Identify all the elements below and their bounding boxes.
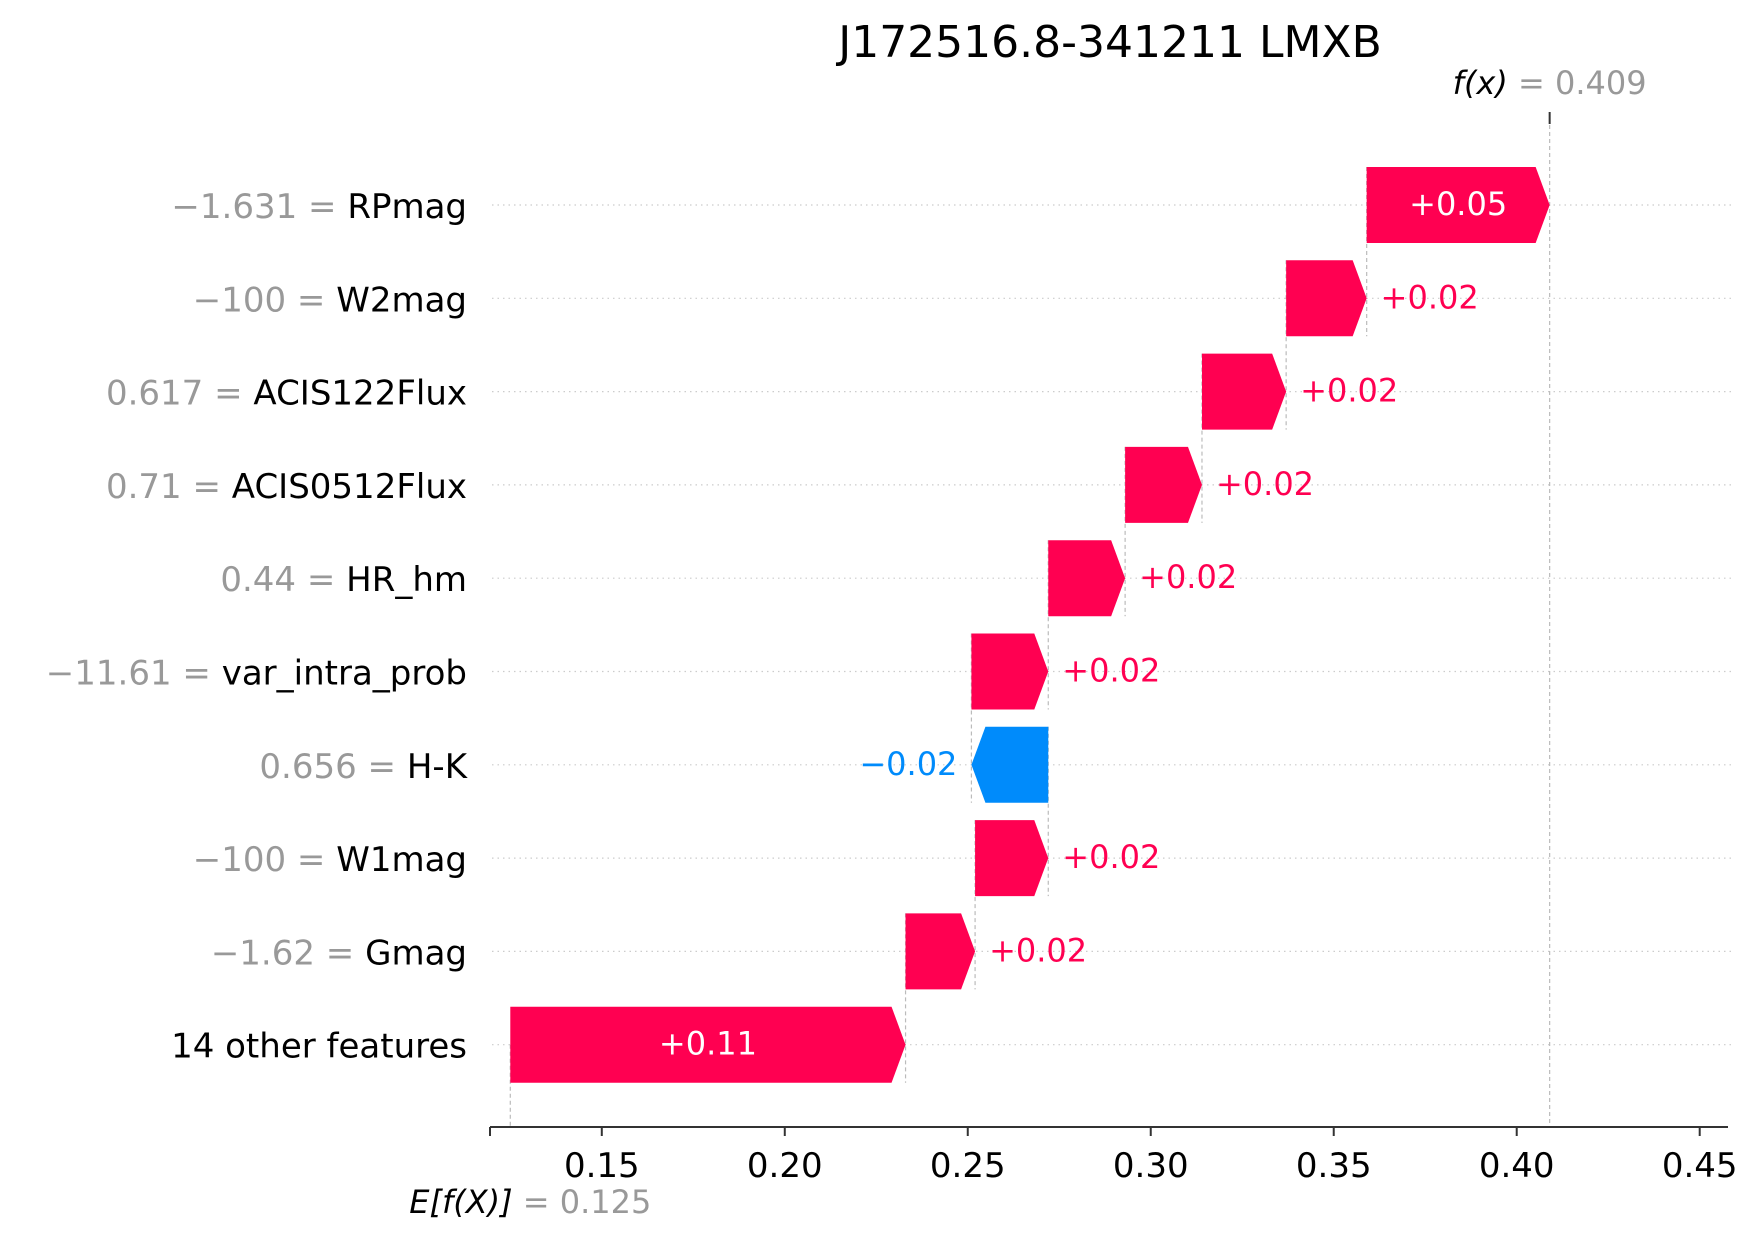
bar-14 other features bbox=[510, 1006, 906, 1083]
x-tick-label: 0.45 bbox=[1662, 1146, 1738, 1186]
bar-value-label: +0.11 bbox=[659, 1025, 757, 1063]
feature-label: 0.617 = ACIS122Flux bbox=[106, 373, 467, 413]
contribution-bars: +0.05 +0.02 +0.02 +0.02 +0.02 +0.02 −0.02 +0.02… bbox=[510, 167, 1550, 1083]
connector-lines bbox=[509, 112, 1551, 1127]
feature-label: −100 = W2mag bbox=[193, 280, 467, 320]
feature-label: −1.631 = RPmag bbox=[171, 187, 467, 227]
bar-value-label: −0.02 bbox=[859, 745, 957, 783]
feature-label: −1.62 = Gmag bbox=[211, 933, 467, 973]
bar-value-label: +0.02 bbox=[1381, 278, 1479, 316]
chart-title: J172516.8-341211 LMXB bbox=[835, 17, 1382, 68]
bar-value-label: +0.02 bbox=[1216, 465, 1314, 503]
bar-RPmag bbox=[1366, 167, 1550, 243]
bar-HR_hm bbox=[1048, 540, 1126, 617]
feature-labels: −1.631 = RPmag −100 = W2mag 0.617 = ACIS12… bbox=[46, 187, 469, 1067]
x-tick-label: 0.20 bbox=[747, 1146, 823, 1186]
bar-H-K bbox=[971, 726, 1049, 803]
output-value-text: f(x) = 0.409 bbox=[1453, 64, 1647, 102]
x-tick-label: 0.15 bbox=[564, 1146, 640, 1186]
base-value-text: E[f(X)] = 0.125 bbox=[409, 1183, 651, 1221]
base-value-label: E[f(X)] = 0.125 bbox=[409, 1183, 651, 1221]
bar-value-label: +0.02 bbox=[1062, 652, 1160, 690]
output-value-label: f(x) = 0.409 bbox=[1453, 64, 1647, 102]
bar-value-label: +0.05 bbox=[1409, 185, 1507, 223]
bar-ACIS122Flux bbox=[1201, 353, 1287, 430]
bar-value-label: +0.02 bbox=[1062, 838, 1160, 876]
bar-value-label: +0.02 bbox=[1300, 372, 1398, 410]
row-gridlines bbox=[492, 204, 1732, 1046]
x-tick-label: 0.40 bbox=[1479, 1146, 1555, 1186]
x-tick-label: 0.25 bbox=[930, 1146, 1006, 1186]
x-axis: 0.15 0.20 0.25 0.30 0.35 0.40 0.45 bbox=[489, 1126, 1738, 1186]
bar-Gmag bbox=[905, 913, 976, 990]
feature-label: 0.71 = ACIS0512Flux bbox=[106, 466, 467, 506]
feature-label: 14 other features bbox=[171, 1026, 467, 1066]
bar-ACIS0512Flux bbox=[1125, 446, 1202, 523]
x-tick-label: 0.35 bbox=[1296, 1146, 1372, 1186]
x-tick-label: 0.30 bbox=[1113, 1146, 1189, 1186]
bar-W2mag bbox=[1286, 260, 1367, 337]
bar-var_intra_prob bbox=[971, 633, 1049, 710]
feature-label: −11.61 = var_intra_prob bbox=[46, 653, 467, 693]
bar-W1mag bbox=[975, 820, 1049, 897]
bar-value-label: +0.02 bbox=[1139, 558, 1237, 596]
feature-label: 0.44 = HR_hm bbox=[220, 560, 467, 600]
bar-value-label: +0.02 bbox=[989, 931, 1087, 969]
feature-label: −100 = W1mag bbox=[193, 840, 467, 880]
feature-label: 0.656 = H-K bbox=[259, 746, 468, 786]
